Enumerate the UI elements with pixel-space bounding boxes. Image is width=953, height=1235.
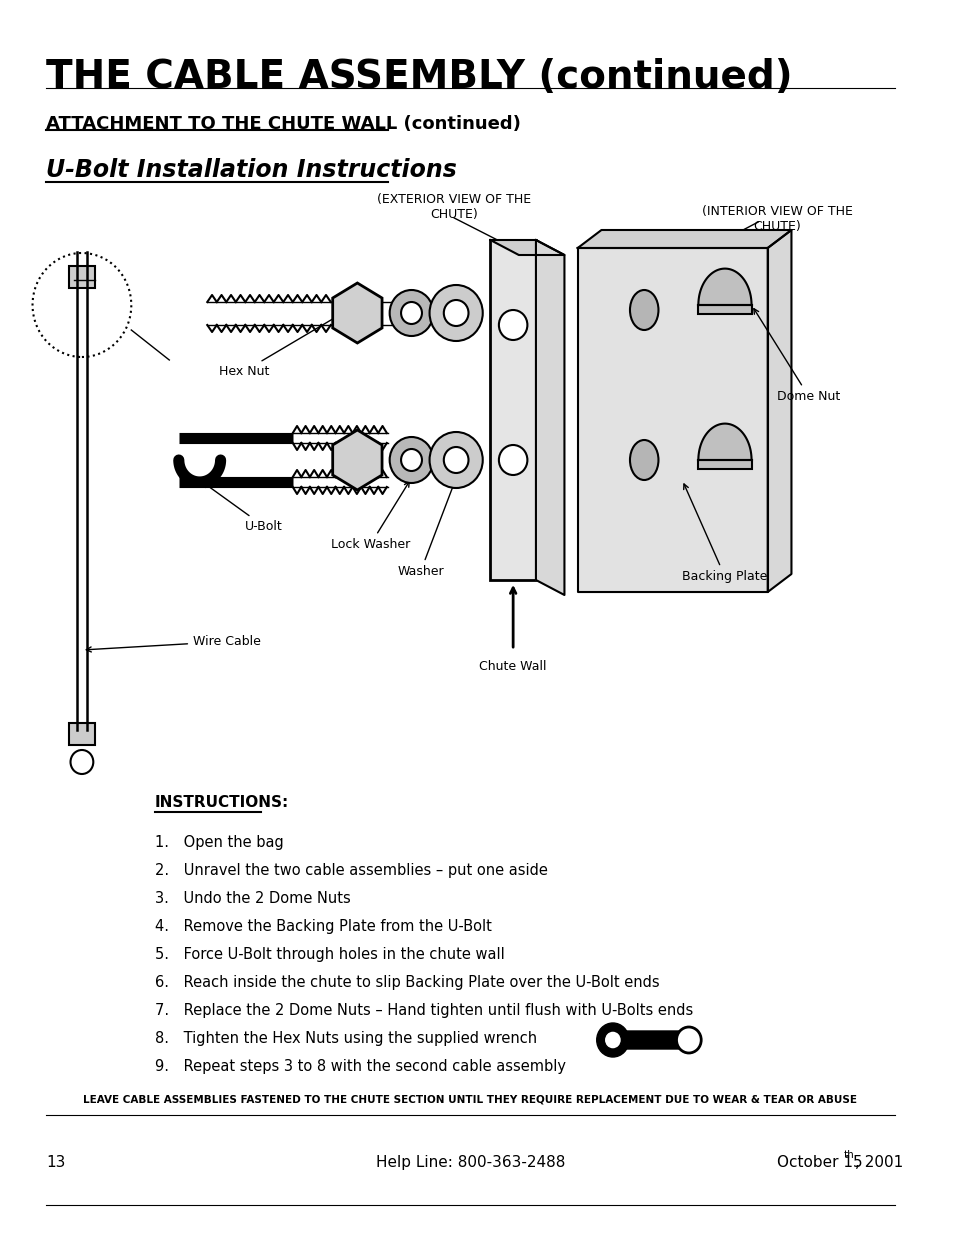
Bar	[698, 459, 751, 469]
Polygon shape	[536, 240, 564, 595]
Ellipse shape	[629, 440, 658, 480]
Text: (EXTERIOR VIEW OF THE
CHUTE): (EXTERIOR VIEW OF THE CHUTE)	[376, 193, 531, 221]
Circle shape	[400, 450, 421, 471]
Text: 6. Reach inside the chute to slip Backing Plate over the U-Bolt ends: 6. Reach inside the chute to slip Backin…	[155, 974, 659, 990]
Circle shape	[400, 303, 421, 324]
Text: Dome Nut: Dome Nut	[753, 309, 840, 403]
Circle shape	[443, 447, 468, 473]
Text: Hex Nut: Hex Nut	[218, 312, 344, 378]
Text: 4. Remove the Backing Plate from the U-Bolt: 4. Remove the Backing Plate from the U-B…	[155, 919, 492, 934]
Text: THE CABLE ASSEMBLY (continued): THE CABLE ASSEMBLY (continued)	[46, 58, 792, 96]
Bar	[698, 305, 751, 314]
Text: 7. Replace the 2 Dome Nuts – Hand tighten until flush with U-Bolts ends: 7. Replace the 2 Dome Nuts – Hand tighte…	[155, 1003, 693, 1018]
Text: Help Line: 800-363-2488: Help Line: 800-363-2488	[375, 1155, 564, 1170]
Polygon shape	[578, 230, 791, 248]
Text: ATTACHMENT TO THE CHUTE WALL (continued): ATTACHMENT TO THE CHUTE WALL (continued)	[46, 115, 520, 133]
Text: Chute Wall: Chute Wall	[479, 659, 546, 673]
Circle shape	[676, 1028, 700, 1053]
Text: (INTERIOR VIEW OF THE
CHUTE): (INTERIOR VIEW OF THE CHUTE)	[701, 205, 852, 233]
Circle shape	[389, 437, 433, 483]
Polygon shape	[578, 248, 767, 592]
Bar	[69, 266, 95, 288]
Circle shape	[429, 432, 482, 488]
Text: , 2001: , 2001	[854, 1155, 902, 1170]
Circle shape	[498, 310, 527, 340]
Polygon shape	[698, 269, 751, 305]
Polygon shape	[333, 283, 381, 343]
FancyBboxPatch shape	[613, 1031, 688, 1049]
Text: 13: 13	[46, 1155, 65, 1170]
Text: INSTRUCTIONS:: INSTRUCTIONS:	[155, 795, 289, 810]
Polygon shape	[767, 230, 791, 592]
Ellipse shape	[629, 290, 658, 330]
Circle shape	[498, 445, 527, 475]
Text: 8. Tighten the Hex Nuts using the supplied wrench: 8. Tighten the Hex Nuts using the suppli…	[155, 1031, 537, 1046]
Text: Backing Plate: Backing Plate	[681, 484, 767, 583]
Text: LEAVE CABLE ASSEMBLIES FASTENED TO THE CHUTE SECTION UNTIL THEY REQUIRE REPLACEM: LEAVE CABLE ASSEMBLIES FASTENED TO THE C…	[83, 1095, 857, 1105]
Text: 9. Repeat steps 3 to 8 with the second cable assembly: 9. Repeat steps 3 to 8 with the second c…	[155, 1058, 565, 1074]
Text: Lock Washer: Lock Washer	[331, 482, 410, 551]
Text: U-Bolt Installation Instructions: U-Bolt Installation Instructions	[46, 158, 456, 182]
Text: U-Bolt: U-Bolt	[203, 483, 283, 534]
Text: 2. Unravel the two cable assemblies – put one aside: 2. Unravel the two cable assemblies – pu…	[155, 863, 547, 878]
Bar	[490, 240, 536, 580]
Circle shape	[389, 290, 433, 336]
Polygon shape	[333, 430, 381, 490]
Text: 5. Force U-Bolt through holes in the chute wall: 5. Force U-Bolt through holes in the chu…	[155, 947, 504, 962]
Circle shape	[429, 285, 482, 341]
Circle shape	[597, 1023, 628, 1057]
Text: 3. Undo the 2 Dome Nuts: 3. Undo the 2 Dome Nuts	[155, 890, 351, 906]
Text: th: th	[842, 1150, 854, 1160]
Text: 1. Open the bag: 1. Open the bag	[155, 835, 283, 850]
Text: Wire Cable: Wire Cable	[86, 635, 261, 652]
Polygon shape	[698, 424, 751, 459]
Circle shape	[443, 300, 468, 326]
Text: October 15: October 15	[777, 1155, 862, 1170]
Circle shape	[603, 1031, 620, 1049]
Text: Washer: Washer	[396, 482, 455, 578]
Polygon shape	[490, 240, 564, 254]
Bar	[69, 722, 95, 745]
